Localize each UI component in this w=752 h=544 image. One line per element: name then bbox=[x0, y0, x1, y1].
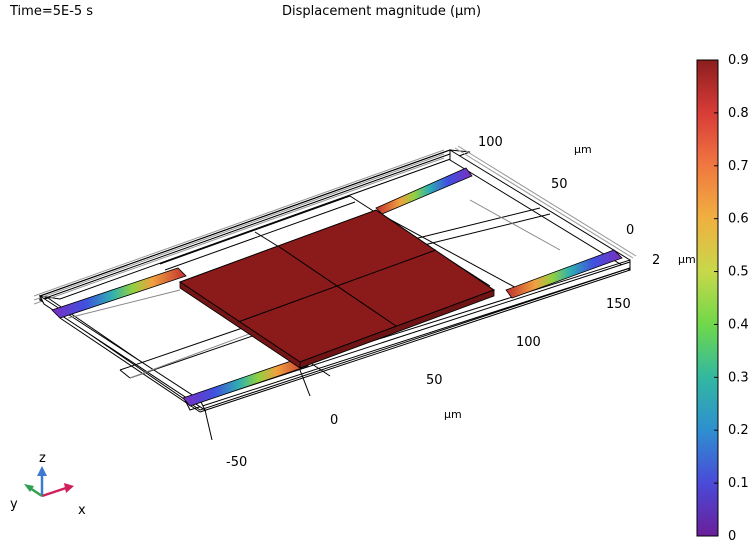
spring-beams bbox=[51, 167, 623, 407]
colorbar-tick-label: 0.7 bbox=[728, 159, 749, 174]
colorbar-tick-label: 0.2 bbox=[728, 423, 749, 438]
z-tick-label: 2 bbox=[652, 253, 660, 268]
colorbar-ticks: 0 0.1 0.2 0.3 0.4 0.5 0.6 0.7 0.8 0.9 bbox=[714, 53, 749, 544]
plot-title: Displacement magnitude (µm) bbox=[282, 4, 482, 19]
y-unit-label: µm bbox=[574, 143, 592, 156]
triad-x-label: x bbox=[78, 503, 86, 518]
x-tick-label: 0 bbox=[330, 413, 338, 428]
z-axis: 2 µm bbox=[652, 253, 696, 268]
triad-z-label: z bbox=[39, 451, 46, 466]
proof-mass-plate bbox=[178, 209, 496, 369]
y-axis: 0 50 100 µm bbox=[478, 135, 634, 238]
z-unit-label: µm bbox=[678, 253, 696, 266]
colorbar-tick-label: 0.5 bbox=[728, 265, 749, 280]
colorbar: 0 0.1 0.2 0.3 0.4 0.5 0.6 0.7 0.8 0.9 bbox=[696, 53, 749, 544]
x-tick-label: 100 bbox=[516, 335, 541, 350]
colorbar-gradient bbox=[696, 59, 719, 537]
colorbar-tick-label: 0.1 bbox=[728, 476, 749, 491]
y-tick-label: 0 bbox=[626, 223, 634, 238]
x-tick-label: -50 bbox=[226, 455, 247, 470]
time-label: Time=5E-5 s bbox=[10, 4, 94, 19]
colorbar-tick-label: 0.4 bbox=[728, 317, 749, 332]
x-unit-label: µm bbox=[444, 408, 462, 421]
x-tick-label: 150 bbox=[606, 297, 631, 312]
colorbar-tick-label: 0.9 bbox=[728, 53, 749, 68]
y-tick-label: 100 bbox=[478, 135, 503, 150]
spring-beam-back-right bbox=[375, 167, 473, 215]
spring-beam-front-right bbox=[505, 249, 623, 299]
colorbar-tick-label: 0.8 bbox=[728, 106, 749, 121]
x-tick-label: 50 bbox=[426, 373, 443, 388]
colorbar-tick-label: 0.3 bbox=[728, 370, 749, 385]
x-axis: -50 0 50 100 150 µm bbox=[204, 297, 631, 470]
spring-beam-back-left bbox=[51, 267, 187, 319]
triad-y-label: y bbox=[10, 497, 18, 512]
colorbar-tick-label: 0.6 bbox=[728, 212, 749, 227]
device-wireframe bbox=[33, 145, 637, 413]
colorbar-tick-label: 0 bbox=[728, 529, 736, 544]
axis-triad: z x y bbox=[10, 451, 86, 518]
spring-beam-front-left bbox=[182, 357, 309, 407]
y-tick-label: 50 bbox=[551, 177, 568, 192]
